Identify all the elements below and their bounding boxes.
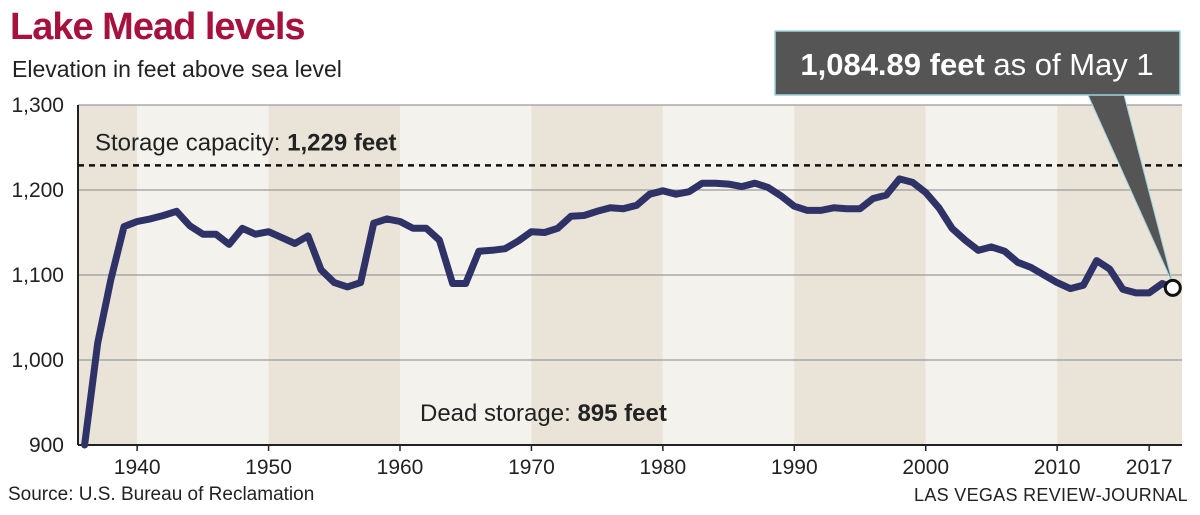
callout-box <box>774 30 1181 96</box>
current-level-marker <box>1163 278 1182 297</box>
storage-capacity-text: Storage capacity: <box>95 129 287 156</box>
x-tick-label: 1950 <box>245 456 292 479</box>
source-note: Source: U.S. Bureau of Reclamation <box>8 484 315 505</box>
y-tick-label: 1,200 <box>11 179 64 202</box>
callout-text: 1,084.89 feet as of May 1 <box>800 47 1153 82</box>
x-tick-label: 1960 <box>377 456 424 479</box>
elevation-line <box>81 175 1177 449</box>
callout-date: as of May 1 <box>993 47 1153 82</box>
storage-capacity-value: 1,229 feet <box>287 129 396 156</box>
callout-value: 1,084.89 feet <box>800 47 993 82</box>
dead-storage-text: Dead storage: <box>420 400 577 427</box>
chart-title: Lake Mead levels <box>10 6 306 48</box>
storage-capacity-label: Storage capacity: 1,229 feet <box>95 129 397 156</box>
x-tick-label: 1990 <box>771 456 818 479</box>
x-tick-label: 2017 <box>1126 456 1173 479</box>
chart-subtitle: Elevation in feet above sea level <box>12 56 342 82</box>
publisher-credit: LAS VEGAS REVIEW-JOURNAL <box>914 485 1188 505</box>
x-tick-label: 2000 <box>902 456 949 479</box>
dead-storage-value: 895 feet <box>577 400 666 427</box>
x-tick-label: 1970 <box>508 456 555 479</box>
y-tick-label: 900 <box>29 434 64 457</box>
x-tick-label: 2010 <box>1034 456 1081 479</box>
x-tick-label: 1980 <box>639 456 686 479</box>
y-tick-label: 1,300 <box>11 94 64 117</box>
dead-storage-label: Dead storage: 895 feet <box>420 400 667 427</box>
y-tick-label: 1,000 <box>11 349 64 372</box>
y-tick-label: 1,100 <box>11 264 64 287</box>
x-tick-label: 1940 <box>114 456 161 479</box>
